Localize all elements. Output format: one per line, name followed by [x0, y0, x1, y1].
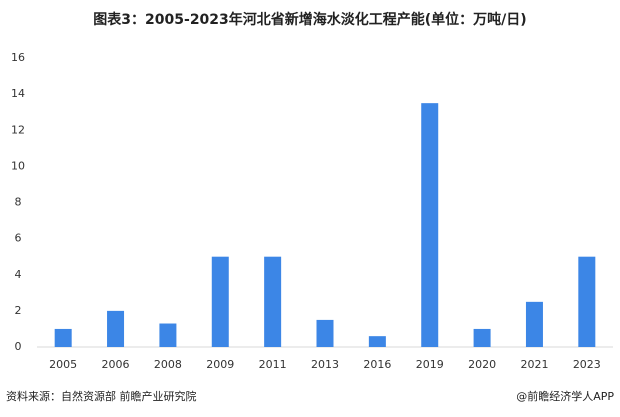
- y-tick-label: 8: [15, 196, 22, 209]
- bar: [525, 301, 543, 347]
- x-tick-label: 2021: [520, 358, 548, 371]
- y-tick-label: 12: [11, 123, 25, 136]
- y-tick-label: 0: [15, 340, 22, 353]
- y-tick-label: 4: [15, 268, 22, 281]
- bar: [107, 310, 125, 347]
- x-tick-label: 2009: [206, 358, 234, 371]
- bar: [578, 256, 596, 347]
- credit: @前瞻经济学人APP: [516, 389, 614, 403]
- x-tick-label: 2023: [573, 358, 601, 371]
- x-tick-label: 2006: [102, 358, 130, 371]
- x-tick-label: 2011: [259, 358, 287, 371]
- bar: [159, 323, 177, 347]
- y-tick-label: 16: [11, 51, 25, 64]
- y-tick-label: 14: [11, 87, 25, 100]
- bar: [211, 256, 229, 347]
- bar: [368, 336, 386, 347]
- y-tick-label: 10: [11, 159, 25, 172]
- x-tick-label: 2008: [154, 358, 182, 371]
- chart-title: 图表3：2005-2023年河北省新增海水淡化工程产能(单位：万吨/日): [93, 11, 526, 28]
- x-tick-label: 2016: [363, 358, 391, 371]
- bar: [316, 319, 334, 347]
- x-tick-label: 2013: [311, 358, 339, 371]
- y-tick-label: 2: [15, 304, 22, 317]
- source-note: 资料来源：自然资源部 前瞻产业研究院: [6, 389, 197, 403]
- x-tick-label: 2020: [468, 358, 496, 371]
- bar: [264, 256, 282, 347]
- bar: [421, 103, 439, 347]
- bar: [54, 328, 72, 347]
- x-tick-label: 2005: [49, 358, 77, 371]
- bar: [473, 328, 491, 347]
- x-tick-label: 2019: [416, 358, 444, 371]
- y-tick-label: 6: [15, 232, 22, 245]
